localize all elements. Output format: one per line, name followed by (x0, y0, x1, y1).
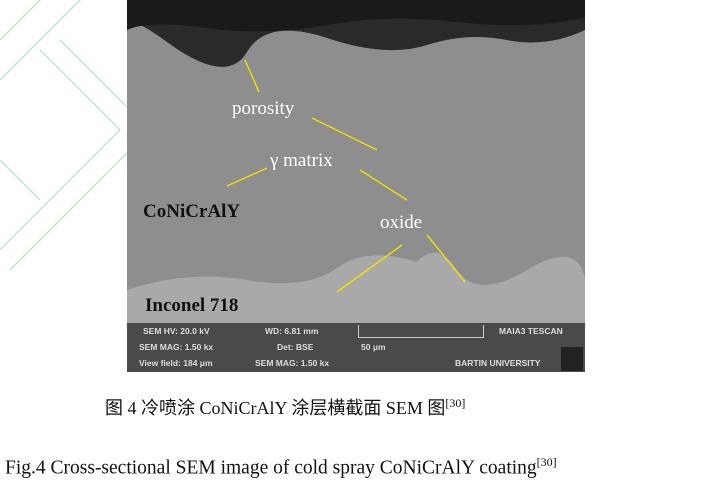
caption-en-ref: [30] (536, 455, 557, 469)
mag-2: SEM MAG: 1.50 kx (255, 358, 330, 368)
hv: SEM HV: 20.0 kV (143, 326, 210, 336)
scale-bar (358, 325, 484, 338)
caption-cn-text: 图 4 冷喷涂 CoNiCrAlY 涂层横截面 SEM 图 (105, 398, 446, 418)
caption-cn-ref: [30] (445, 396, 466, 410)
brand: MAIA3 TESCAN (499, 326, 563, 336)
sem-info-bar: SEM HV: 20.0 kV WD: 6.81 mm MAIA3 TESCAN… (127, 323, 585, 372)
view-field: View field: 184 μm (139, 358, 213, 368)
label-gamma-matrix: γ matrix (270, 150, 333, 171)
scale-label: 50 μm (361, 342, 386, 352)
label-porosity: porosity (232, 98, 295, 119)
label-oxide: oxide (380, 212, 423, 233)
label-substrate: Inconel 718 (145, 295, 239, 316)
university: BARTIN UNIVERSITY (455, 358, 541, 368)
detector: Det: BSE (277, 342, 314, 352)
wd: WD: 6.81 mm (265, 326, 319, 336)
label-coating: CoNiCrAlY (143, 201, 241, 222)
mag: SEM MAG: 1.50 kx (139, 342, 214, 352)
caption-english: Fig.4 Cross-sectional SEM image of cold … (5, 455, 557, 480)
caption-en-text: Fig.4 Cross-sectional SEM image of cold … (5, 457, 537, 479)
arrows (226, 59, 466, 293)
logo-mark (561, 347, 583, 371)
caption-chinese: 图 4 冷喷涂 CoNiCrAlY 涂层横截面 SEM 图[30] (105, 394, 465, 420)
